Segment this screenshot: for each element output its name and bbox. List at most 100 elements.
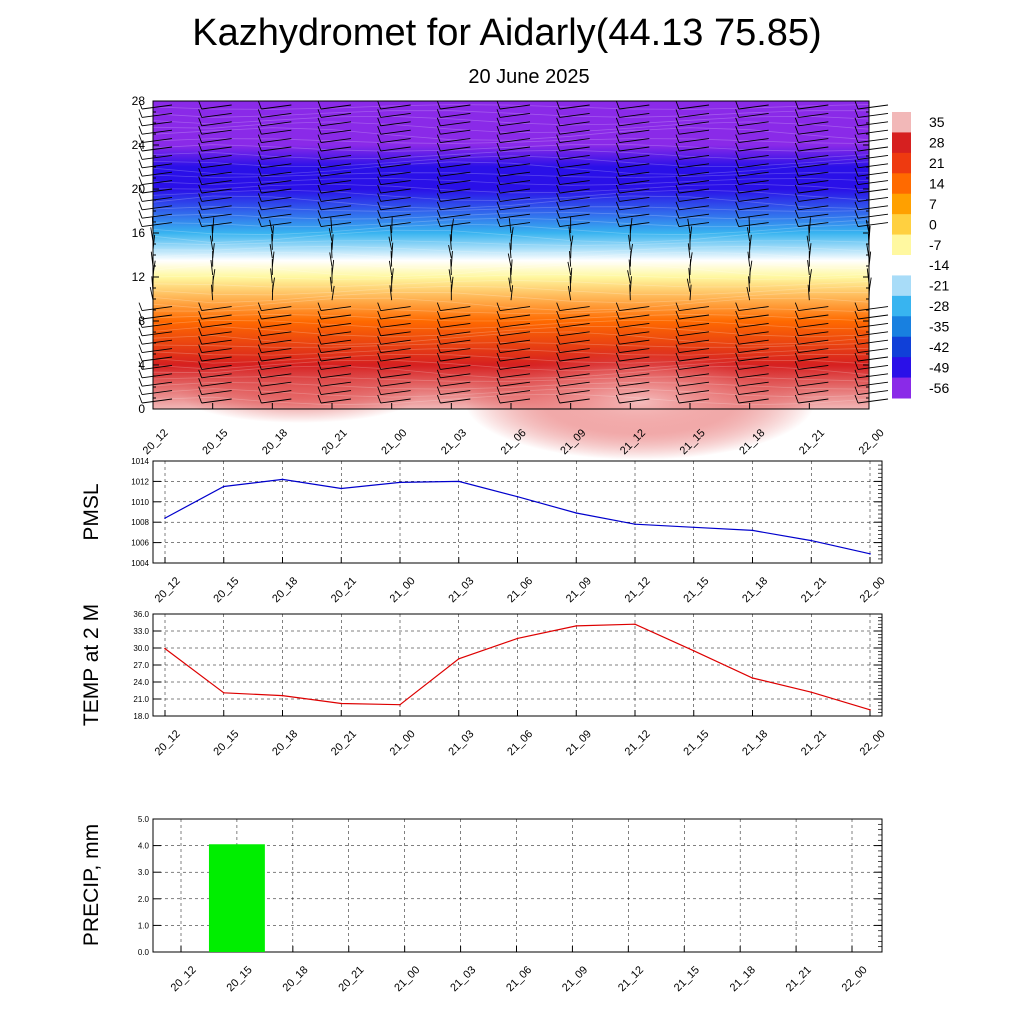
wind-barb: [499, 364, 531, 370]
contour-line: [152, 313, 870, 322]
wind-barb: [320, 171, 352, 177]
wind-barb: [261, 314, 292, 320]
wind-barb: [499, 163, 531, 169]
wind-barb: [738, 306, 769, 312]
wind-barb-flag: [794, 394, 799, 404]
wind-barb-flag: [198, 218, 203, 227]
wind-barb: [619, 171, 650, 177]
colorbar-label: -28: [929, 298, 949, 314]
wind-barb-flag: [138, 336, 143, 345]
wind-barb: [320, 339, 352, 345]
wind-barb: [261, 196, 292, 202]
wind-barb: [678, 331, 710, 337]
wind-barb: [559, 188, 590, 194]
y-tick-label: 27.0: [133, 661, 149, 670]
wind-barb: [499, 205, 531, 211]
wind-barb: [798, 196, 829, 202]
wind-barb-flag: [496, 210, 501, 219]
wind-barb: [261, 390, 292, 396]
wind-barb: [559, 314, 590, 320]
wind-barb: [320, 373, 352, 379]
colorbar-label: 35: [929, 114, 945, 130]
wind-barb-flag: [257, 302, 262, 311]
x-tick-label: 20_12: [169, 964, 199, 994]
wind-barb: [440, 180, 471, 186]
data-point: [869, 708, 871, 711]
wind-barb-flag: [138, 151, 143, 160]
wind-barb-flag: [377, 201, 382, 210]
wind-barb: [678, 180, 710, 186]
wind-barb: [380, 322, 411, 328]
wind-barb-flag: [794, 193, 799, 202]
wind-barb-flag: [854, 176, 859, 185]
wind-barb-flag: [496, 378, 501, 387]
wind-barb: [141, 112, 173, 118]
wind-barb: [201, 171, 232, 177]
colorbar-swatch: [892, 112, 911, 133]
wind-barb-flag: [436, 117, 441, 126]
colorbar-swatch: [892, 193, 911, 215]
wind-barb: [141, 104, 173, 110]
wind-barb-flag: [257, 394, 262, 404]
wind-barb: [440, 390, 471, 396]
wind-barb-flag: [377, 193, 382, 202]
wind-barb: [738, 213, 769, 219]
wind-barb: [440, 373, 471, 379]
wind-barb-flag: [854, 327, 859, 336]
wind-barb: [201, 348, 232, 354]
wind-barb-flag: [615, 126, 620, 135]
colorbar-swatch: [892, 152, 911, 174]
wind-barb-flag: [377, 352, 382, 362]
wind-barb-flag: [854, 336, 859, 345]
y-tick-label: 4.0: [138, 842, 150, 851]
wind-barb: [798, 356, 829, 362]
wind-barb-flag: [556, 319, 561, 328]
wind-barb: [212, 217, 215, 234]
wind-barb-flag: [794, 201, 799, 210]
wind-barb: [629, 250, 632, 267]
wind-barb: [380, 348, 411, 354]
wind-barb: [798, 180, 829, 186]
wind-barb: [559, 146, 590, 152]
wind-barb: [141, 364, 173, 370]
wind-barb: [678, 364, 710, 370]
wind-barb: [141, 222, 173, 228]
wind-barb-flag: [615, 344, 620, 353]
wind-barb: [380, 112, 411, 118]
wind-barb-flag: [436, 168, 441, 177]
wind-barb-flag: [496, 159, 501, 168]
wind-barb: [559, 373, 590, 379]
x-tick-label: 21_03: [439, 427, 469, 457]
x-tick-label: 21_03: [448, 964, 478, 994]
wind-barb: [201, 213, 232, 219]
wind-barb: [798, 104, 829, 110]
contour-line: [152, 127, 870, 141]
wind-barb: [678, 112, 710, 118]
x-tick-label: 22_00: [857, 427, 887, 457]
wind-barb: [559, 356, 590, 362]
wind-barb-flag: [735, 302, 740, 311]
wind-barb-flag: [257, 126, 262, 135]
x-tick-label: 20_15: [211, 728, 241, 758]
wind-barb-flag: [257, 336, 262, 345]
wind-barb: [798, 154, 829, 160]
wind-barb: [559, 381, 590, 387]
wind-barb: [509, 267, 512, 284]
wind-barb-flag: [615, 168, 620, 177]
wind-barb-flag: [317, 352, 322, 362]
data-point: [575, 625, 578, 627]
wind-barb-flag: [317, 369, 322, 378]
wind-barb: [508, 277, 512, 292]
wind-barb: [619, 364, 650, 370]
wind-barb: [857, 331, 889, 337]
wind-barb: [141, 171, 173, 177]
contour-line: [152, 359, 870, 372]
wind-barb: [857, 213, 889, 219]
wind-barb-flag: [138, 319, 143, 328]
wind-barb: [269, 244, 273, 259]
wind-barb-flag: [138, 386, 143, 395]
wind-barb: [738, 222, 769, 228]
contour-line: [152, 388, 870, 398]
wind-barb: [798, 188, 829, 194]
wind-barb-flag: [615, 176, 620, 185]
